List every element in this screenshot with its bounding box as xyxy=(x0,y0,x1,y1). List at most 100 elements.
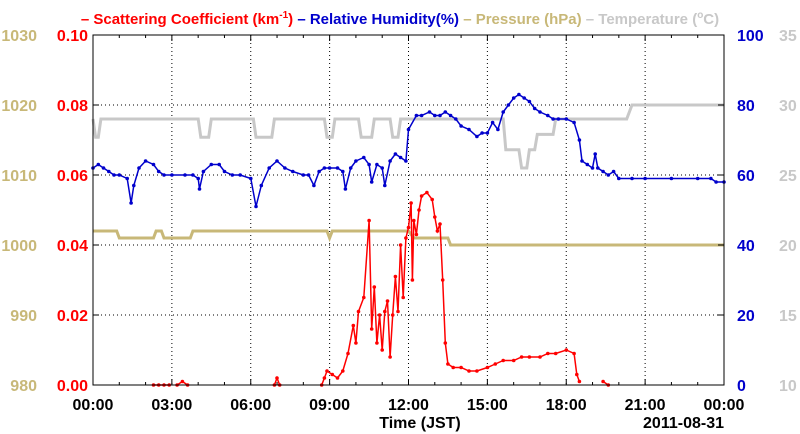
data-point xyxy=(346,351,350,356)
data-point xyxy=(317,169,321,174)
data-point xyxy=(404,159,408,163)
data-point xyxy=(709,176,713,181)
data-point xyxy=(538,355,542,359)
data-point xyxy=(96,162,101,167)
y-axis-pressure: 980 990 1000 1010 1020 1030 xyxy=(1,28,37,395)
data-point xyxy=(201,169,206,174)
y-tick-label: 1010 xyxy=(1,168,37,185)
data-point xyxy=(101,166,106,170)
data-point xyxy=(454,117,458,121)
data-point xyxy=(433,113,437,118)
data-point xyxy=(546,113,550,118)
series-line xyxy=(91,103,724,170)
data-point xyxy=(259,183,264,188)
legend-suffix: ) xyxy=(288,11,293,28)
data-point xyxy=(546,351,550,356)
data-point xyxy=(107,169,111,174)
data-point xyxy=(451,365,456,370)
data-point xyxy=(283,166,287,170)
data-point xyxy=(406,127,411,132)
series-line xyxy=(321,191,581,386)
data-point xyxy=(398,155,403,160)
data-point xyxy=(301,173,306,177)
data-point xyxy=(117,173,122,177)
data-point xyxy=(412,218,416,223)
data-point xyxy=(112,173,116,177)
y-axis-scattering: 0.00 0.02 0.04 0.06 0.08 0.10 xyxy=(57,28,99,395)
data-point xyxy=(606,173,611,177)
series-pressure xyxy=(93,229,724,247)
data-point xyxy=(180,379,185,384)
data-point xyxy=(398,243,403,247)
data-point xyxy=(425,190,429,195)
data-point xyxy=(519,355,524,359)
data-point xyxy=(517,92,521,97)
data-point xyxy=(380,166,385,170)
y-tick-label: 980 xyxy=(10,378,37,395)
y-tick-label: 25 xyxy=(779,168,797,185)
data-point xyxy=(306,173,311,177)
data-point xyxy=(209,162,214,167)
data-point xyxy=(527,355,532,359)
data-point xyxy=(137,166,141,170)
y-tick-label: 0.06 xyxy=(57,168,88,185)
data-point xyxy=(596,166,600,170)
x-tick-label: 00:00 xyxy=(704,397,745,414)
data-point xyxy=(467,369,471,373)
data-point xyxy=(522,96,526,100)
data-point xyxy=(335,376,340,380)
data-point xyxy=(617,176,621,181)
data-point xyxy=(593,152,597,156)
data-point xyxy=(362,155,366,160)
data-point xyxy=(669,176,674,181)
data-point xyxy=(238,173,242,177)
data-point xyxy=(427,110,432,114)
data-point xyxy=(322,166,327,170)
x-tick-label: 06:00 xyxy=(230,397,271,414)
data-point xyxy=(354,341,358,345)
x-axis: 00:00 03:00 06:00 09:00 12:00 15:00 18:00 21:00… xyxy=(73,35,745,414)
data-point xyxy=(490,120,495,125)
data-point xyxy=(404,236,408,240)
data-point xyxy=(590,166,595,170)
data-point xyxy=(611,169,616,174)
data-point xyxy=(564,117,569,121)
data-point xyxy=(575,372,579,377)
data-point xyxy=(343,187,348,191)
x-tick-label: 15:00 xyxy=(467,397,508,414)
data-point xyxy=(419,113,424,118)
y-tick-label: 15 xyxy=(779,308,797,325)
data-point xyxy=(388,159,392,163)
y-tick-label: 100 xyxy=(737,28,764,45)
data-point xyxy=(480,131,484,135)
data-point xyxy=(553,351,558,356)
x-tick-label: 21:00 xyxy=(625,397,666,414)
data-point xyxy=(475,369,479,373)
data-point xyxy=(230,173,235,177)
data-point xyxy=(406,225,411,230)
y-tick-label: 20 xyxy=(737,308,755,325)
data-point xyxy=(433,215,437,219)
data-point xyxy=(325,369,329,373)
data-point xyxy=(414,113,419,118)
data-point xyxy=(448,113,453,118)
y-tick-label: 30 xyxy=(779,98,797,115)
data-point xyxy=(493,362,498,366)
data-point xyxy=(369,327,374,331)
data-point xyxy=(383,309,387,314)
x-axis-label: Time (JST) xyxy=(379,415,461,432)
data-point xyxy=(577,138,582,142)
data-point xyxy=(438,222,442,226)
legend-superscript: o xyxy=(697,10,703,21)
legend-entry: – Temperature ( xyxy=(582,11,698,28)
data-point xyxy=(383,183,387,188)
data-point xyxy=(511,96,516,100)
data-point xyxy=(196,176,200,181)
data-point xyxy=(564,348,569,352)
data-point xyxy=(410,278,415,282)
data-point xyxy=(197,187,202,191)
data-point xyxy=(695,176,700,181)
data-point xyxy=(367,162,371,167)
legend-suffix: C) xyxy=(703,11,719,28)
